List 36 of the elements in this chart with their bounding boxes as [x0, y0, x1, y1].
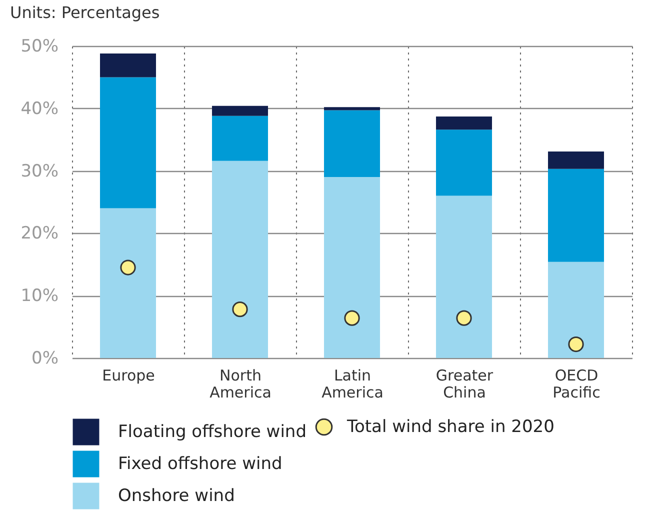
bar [100, 208, 156, 358]
point [120, 260, 136, 276]
y-tick-label: 30% [20, 161, 58, 182]
bar [548, 151, 604, 169]
bar [436, 196, 492, 358]
x-tick-label: Europe [102, 366, 155, 384]
point [344, 310, 360, 326]
point [568, 336, 584, 352]
bar [212, 160, 268, 358]
legend-label: Total wind share in 2020 [346, 417, 554, 437]
legend-label: Fixed offshore wind [118, 454, 282, 474]
x-tick-label: OECD Pacific [552, 366, 600, 402]
x-tick-label: North America [210, 366, 272, 402]
y-tick-label: 10% [20, 286, 58, 306]
y-tick-label: 50% [20, 36, 58, 56]
legend-label: Floating offshore wind [118, 422, 306, 442]
point [232, 302, 248, 318]
legend-label: Onshore wind [118, 486, 235, 506]
bar [100, 53, 156, 78]
y-tick-label: 20% [20, 224, 58, 244]
bar [324, 177, 380, 358]
chart-title: Units: Percentages [10, 3, 160, 22]
bar [212, 116, 268, 161]
x-tick-label: Greater China [436, 366, 494, 402]
bar [324, 107, 380, 110]
bar [548, 262, 604, 358]
bar [324, 110, 380, 178]
bar [436, 130, 492, 196]
bar [548, 168, 604, 262]
x-tick-label: Latin America [322, 366, 384, 402]
bar [212, 106, 268, 116]
bar [436, 116, 492, 130]
bar [100, 77, 156, 208]
y-tick-label: 40% [20, 98, 58, 119]
y-tick-label: 0% [32, 348, 58, 368]
point [456, 310, 472, 326]
